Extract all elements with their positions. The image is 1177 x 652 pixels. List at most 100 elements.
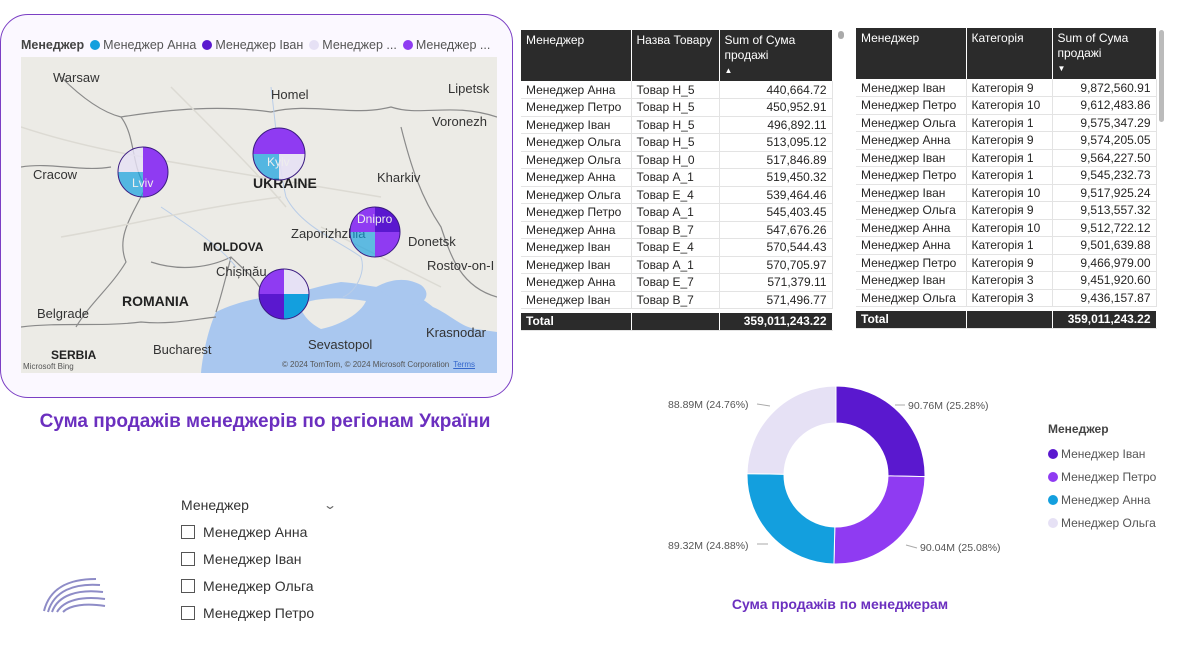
item-cell: Категорія 9 xyxy=(966,131,1053,150)
donut-legend-item[interactable]: Менеджер Іван xyxy=(1048,442,1156,465)
terms-link[interactable]: Terms xyxy=(453,360,475,369)
legend-dot xyxy=(402,40,413,50)
table-row[interactable]: Менеджер Іван Товар А_1 570,705.97 xyxy=(521,256,833,274)
donut-legend-item[interactable]: Менеджер Ольга xyxy=(1048,511,1156,534)
scrollbar[interactable] xyxy=(838,31,844,39)
city-label: Bucharest xyxy=(153,342,212,357)
column-header[interactable]: Категорія xyxy=(966,28,1053,79)
table-row[interactable]: Менеджер Анна Товар Е_7 571,379.11 xyxy=(521,273,833,292)
sales-value-cell: 9,872,560.91 xyxy=(1052,79,1157,97)
company-logo-icon xyxy=(43,578,106,613)
sales-value-cell: 9,574,205.05 xyxy=(1052,131,1157,150)
manager-cell: Менеджер Іван xyxy=(521,238,632,257)
total-empty xyxy=(966,310,1053,329)
donut-legend-item[interactable]: Менеджер Анна xyxy=(1048,488,1156,511)
donut-slice[interactable] xyxy=(746,385,837,475)
table-row[interactable]: Менеджер Анна Категорія 9 9,574,205.05 xyxy=(856,131,1157,150)
table-row[interactable]: Менеджер Анна Товар В_7 547,676.26 xyxy=(521,221,833,239)
table-row[interactable]: Менеджер Іван Товар Н_5 496,892.11 xyxy=(521,116,833,134)
table-row[interactable]: Менеджер Іван Категорія 9 9,872,560.91 xyxy=(856,79,1157,97)
category-sales-table[interactable]: Менеджер Категорія Sum of Сума продажі ▼ … xyxy=(856,28,1157,329)
header-label: Менеджер xyxy=(526,33,585,47)
map-legend: Менеджер Менеджер Анна Менеджер Іван Мен… xyxy=(21,38,490,52)
column-header[interactable]: Назва Товару xyxy=(631,30,720,81)
product-sales-table[interactable]: Менеджер Назва Товару Sum of Сума продаж… xyxy=(521,30,833,331)
column-header[interactable]: Sum of Сума продажі ▲ xyxy=(719,30,833,81)
table-row[interactable]: Менеджер Петро Товар Н_5 450,952.91 xyxy=(521,98,833,117)
legend-label: Менеджер Анна xyxy=(103,38,197,52)
column-header[interactable]: Менеджер xyxy=(521,30,632,81)
slicer-item[interactable]: Менеджер Іван xyxy=(181,549,341,569)
item-cell: Товар А_1 xyxy=(631,203,720,222)
table-row[interactable]: Менеджер Ольга Товар Н_0 517,846.89 xyxy=(521,151,833,169)
table-row[interactable]: Менеджер Іван Товар В_7 571,496.77 xyxy=(521,291,833,309)
donut-slice[interactable] xyxy=(833,475,926,565)
table-row[interactable]: Менеджер Ольга Категорія 9 9,513,557.32 xyxy=(856,201,1157,220)
sales-value-cell: 496,892.11 xyxy=(719,116,833,134)
table-row[interactable]: Менеджер Анна Товар Н_5 440,664.72 xyxy=(521,81,833,99)
table-row[interactable]: Менеджер Іван Категорія 10 9,517,925.24 xyxy=(856,184,1157,202)
legend-dot xyxy=(1048,517,1058,528)
column-header[interactable]: Sum of Сума продажі ▼ xyxy=(1052,28,1157,79)
map-legend-item[interactable]: Менеджер Іван xyxy=(202,38,303,52)
table-row[interactable]: Менеджер Ольга Категорія 1 9,575,347.29 xyxy=(856,114,1157,132)
table-row[interactable]: Менеджер Іван Товар Е_4 570,544.43 xyxy=(521,238,833,257)
item-cell: Товар Е_4 xyxy=(631,186,720,204)
table-row[interactable]: Менеджер Ольга Товар Н_5 513,095.12 xyxy=(521,133,833,152)
table-row[interactable]: Менеджер Іван Категорія 3 9,451,920.60 xyxy=(856,271,1157,290)
table-row[interactable]: Менеджер Анна Категорія 10 9,512,722.12 xyxy=(856,219,1157,237)
legend-dot xyxy=(309,40,320,50)
checkbox[interactable] xyxy=(181,525,195,539)
column-header[interactable]: Менеджер xyxy=(856,28,967,79)
item-cell: Категорія 1 xyxy=(966,166,1053,185)
manager-cell: Менеджер Петро xyxy=(521,98,632,117)
table-row[interactable]: Менеджер Петро Категорія 9 9,466,979.00 xyxy=(856,254,1157,272)
sort-arrow-icon[interactable]: ▼ xyxy=(1057,64,1066,73)
donut-legend-item[interactable]: Менеджер Петро xyxy=(1048,465,1156,488)
total-value: 359,011,243.22 xyxy=(719,312,833,331)
sales-value-cell: 9,466,979.00 xyxy=(1052,254,1157,272)
map-legend-item[interactable]: Менеджер Анна xyxy=(90,38,196,52)
data-label: 89.32M (24.88%) xyxy=(668,540,749,552)
city-label: Lipetsk xyxy=(448,81,490,96)
checkbox[interactable] xyxy=(181,552,195,566)
legend-label: Менеджер Іван xyxy=(1061,446,1146,461)
table-row[interactable]: Менеджер Ольга Категорія 3 9,436,157.87 xyxy=(856,289,1157,307)
manager-cell: Менеджер Іван xyxy=(856,184,967,202)
country-label: SERBIA xyxy=(51,348,97,362)
manager-cell: Менеджер Петро xyxy=(856,254,967,272)
map-visual[interactable]: Менеджер Менеджер Анна Менеджер Іван Мен… xyxy=(0,14,513,398)
table-row[interactable]: Менеджер Петро Категорія 1 9,545,232.73 xyxy=(856,166,1157,185)
sort-arrow-icon[interactable]: ▲ xyxy=(724,66,733,75)
sales-value-cell: 570,705.97 xyxy=(719,256,833,274)
scrollbar[interactable] xyxy=(1159,30,1164,122)
item-cell: Товар А_1 xyxy=(631,256,720,274)
slicer-item[interactable]: Менеджер Анна xyxy=(181,522,341,542)
table-row[interactable]: Менеджер Іван Категорія 1 9,564,227.50 xyxy=(856,149,1157,167)
map-legend-item[interactable]: Менеджер ... xyxy=(309,38,397,52)
chevron-down-icon[interactable]: ⌄ xyxy=(322,498,338,512)
slicer-item[interactable]: Менеджер Петро xyxy=(181,603,341,623)
slicer-item[interactable]: Менеджер Ольга xyxy=(181,576,341,596)
copyright-text: © 2024 TomTom, © 2024 Microsoft Corporat… xyxy=(281,360,450,369)
map-legend-title: Менеджер xyxy=(21,38,85,52)
sales-value-cell: 9,575,347.29 xyxy=(1052,114,1157,132)
data-label: 88.89M (24.76%) xyxy=(668,399,749,411)
table-row[interactable]: Менеджер Ольга Товар Е_4 539,464.46 xyxy=(521,186,833,204)
map-legend-item[interactable]: Менеджер ... xyxy=(402,38,490,52)
checkbox[interactable] xyxy=(181,579,195,593)
manager-cell: Менеджер Ольга xyxy=(856,201,967,220)
donut-slice[interactable] xyxy=(746,473,836,565)
legend-label: Менеджер Анна xyxy=(1061,492,1151,507)
sales-value-cell: 545,403.45 xyxy=(719,203,833,222)
slicer-header[interactable]: Менеджер ⌄ xyxy=(181,495,341,515)
table-row[interactable]: Менеджер Анна Товар А_1 519,450.32 xyxy=(521,168,833,187)
manager-cell: Менеджер Ольга xyxy=(521,133,632,152)
table-row[interactable]: Менеджер Анна Категорія 1 9,501,639.88 xyxy=(856,236,1157,255)
manager-cell: Менеджер Петро xyxy=(521,203,632,222)
table-row[interactable]: Менеджер Петро Товар А_1 545,403.45 xyxy=(521,203,833,222)
donut-chart[interactable] xyxy=(660,380,1020,580)
map-canvas[interactable]: Warsaw Homel Lipetsk Voronezh Cracow Kha… xyxy=(21,57,497,373)
table-row[interactable]: Менеджер Петро Категорія 10 9,612,483.86 xyxy=(856,96,1157,115)
checkbox[interactable] xyxy=(181,606,195,620)
